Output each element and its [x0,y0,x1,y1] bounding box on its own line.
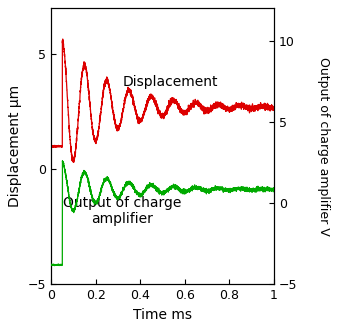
Y-axis label: Output of charge amplifier V: Output of charge amplifier V [317,57,330,236]
Text: Output of charge
amplifier: Output of charge amplifier [63,196,182,226]
X-axis label: Time ms: Time ms [133,308,192,322]
Text: Displacement: Displacement [122,75,218,89]
Y-axis label: Displacement μm: Displacement μm [8,85,22,207]
